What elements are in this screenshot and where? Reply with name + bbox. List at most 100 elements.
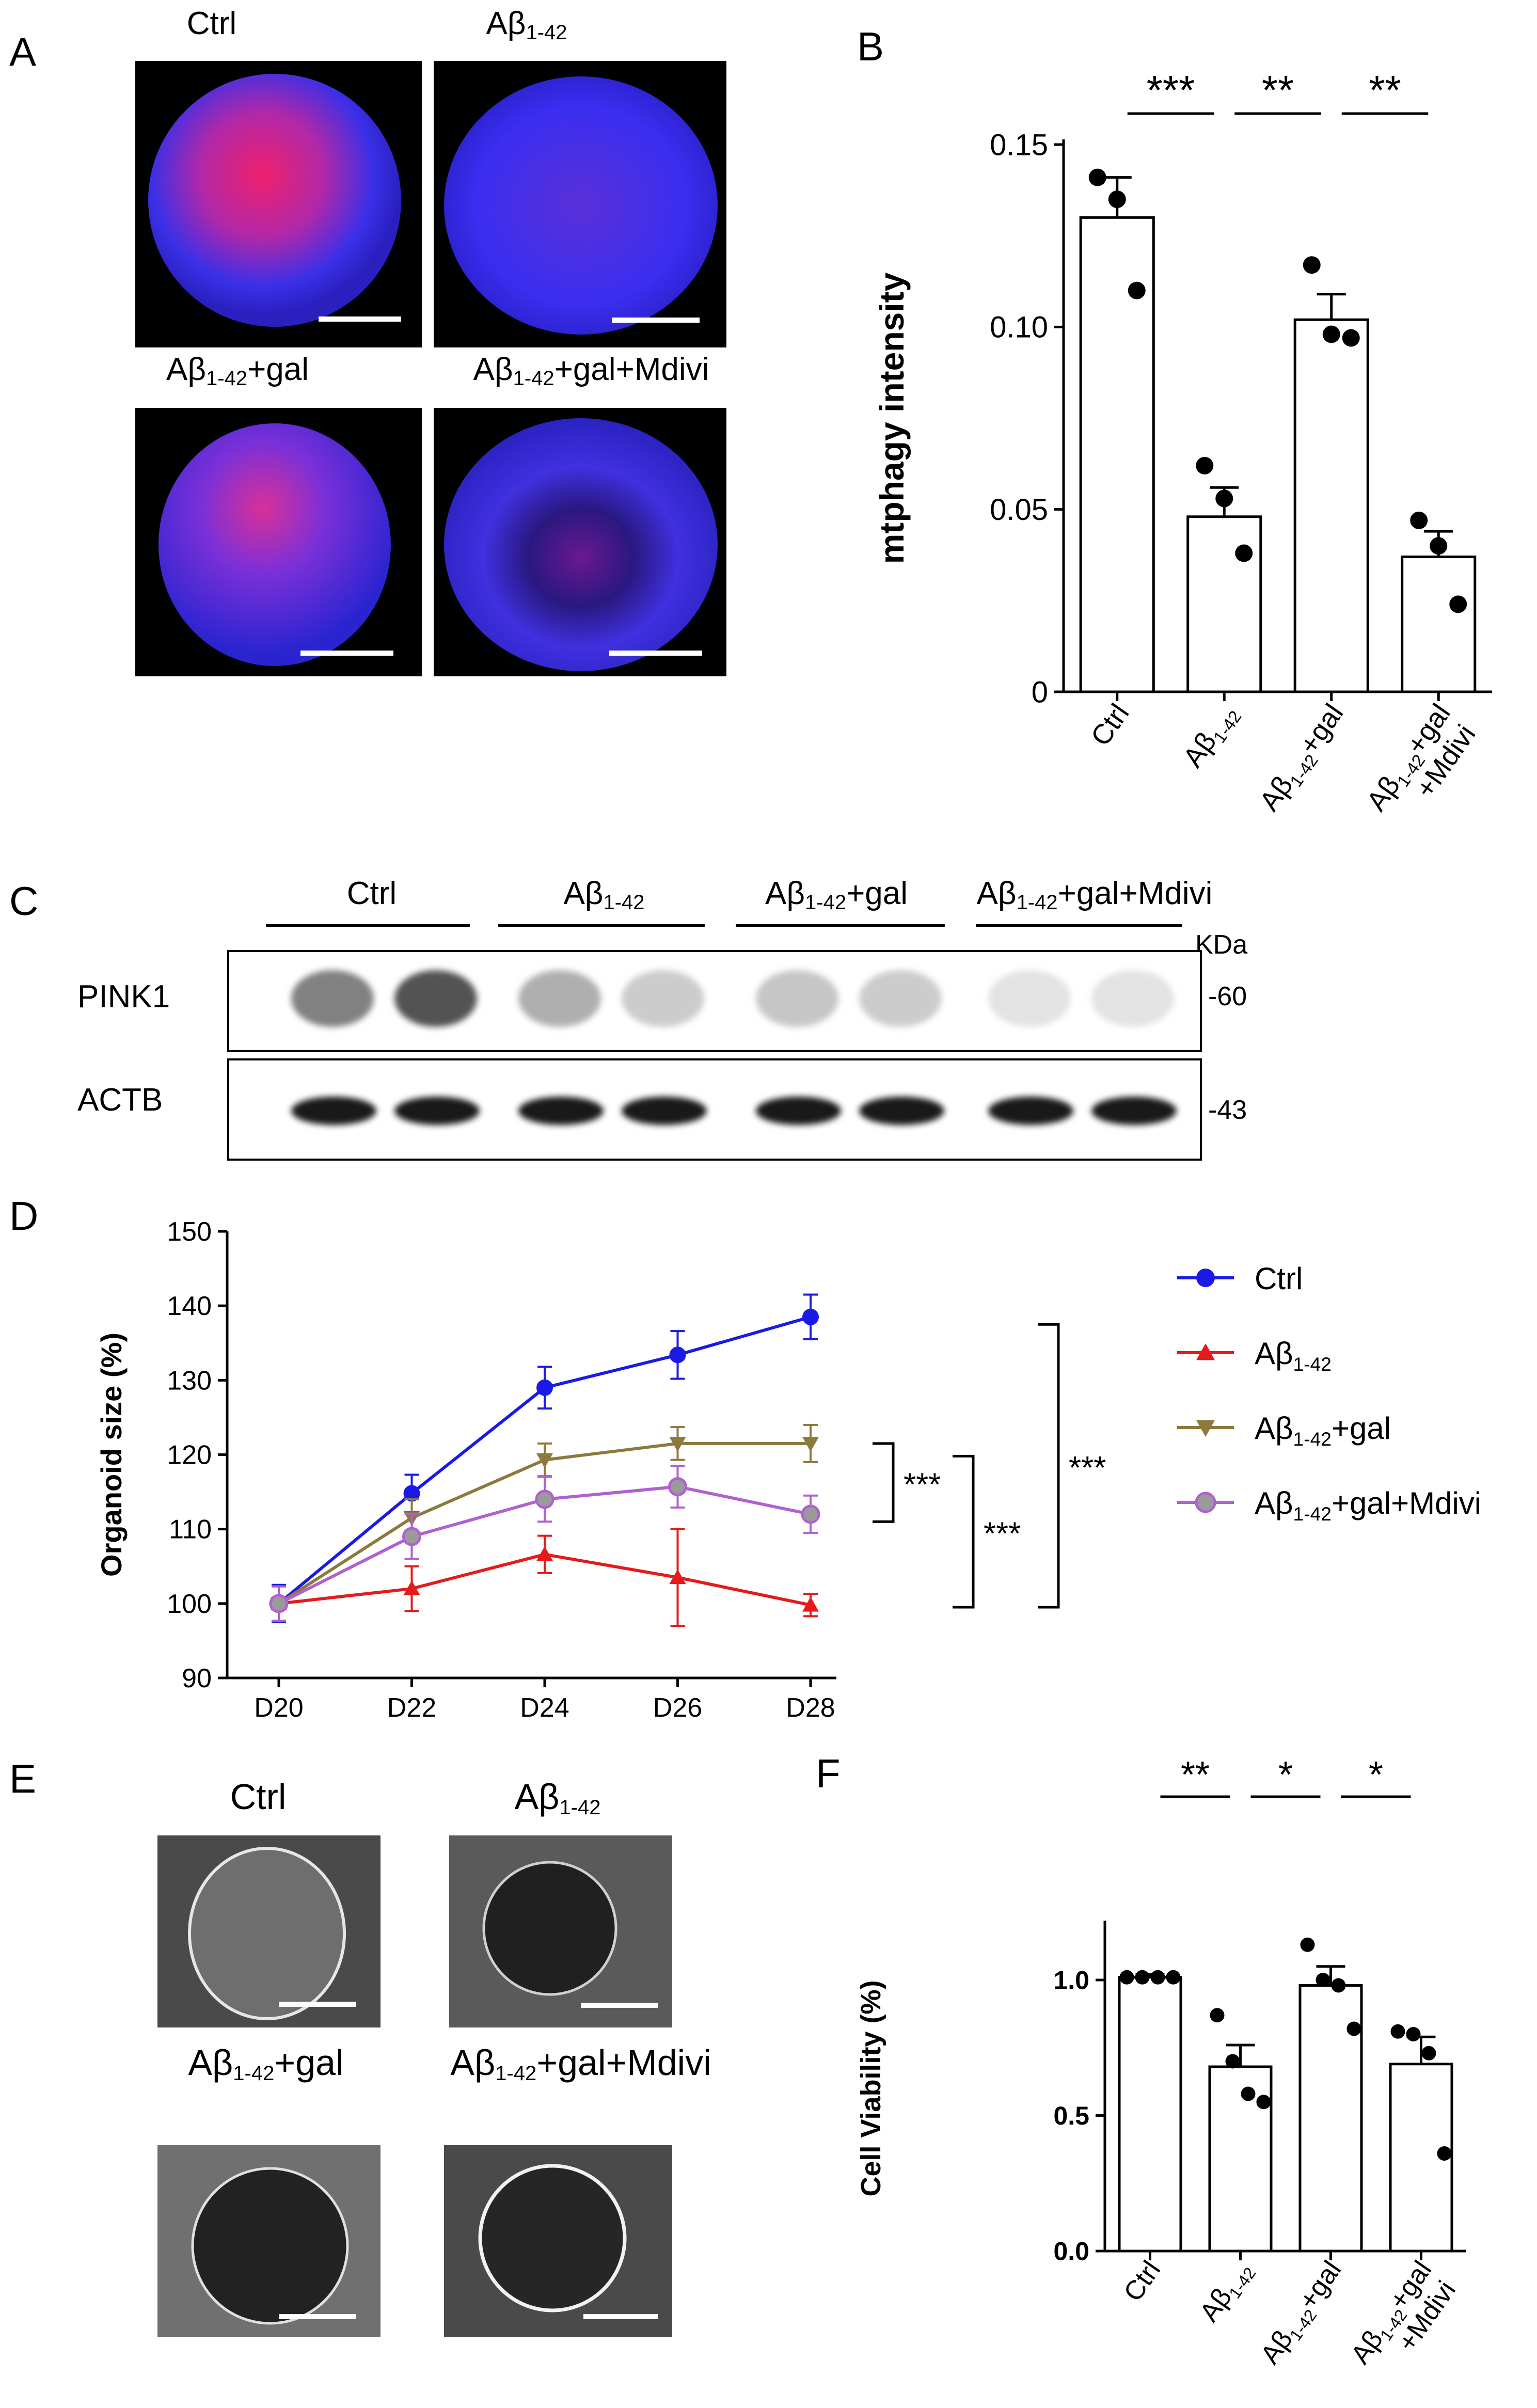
data-point	[1196, 1269, 1215, 1287]
blot-band	[988, 1097, 1073, 1125]
actb-label: ACTB	[77, 1082, 163, 1118]
blot-band	[622, 970, 704, 1027]
panel-letter-d: D	[9, 1193, 39, 1239]
data-point	[536, 1379, 553, 1396]
data-point	[1390, 2024, 1405, 2039]
data-point	[669, 1346, 686, 1364]
data-point	[1241, 2086, 1256, 2101]
panel-a-label-abeta-gal-mdivi: Aβ1-42+gal+Mdivi	[473, 352, 709, 390]
data-point	[802, 1308, 819, 1325]
panel-letter-f: F	[816, 1751, 841, 1796]
significance-label: ***	[984, 1516, 1021, 1552]
data-point	[1430, 537, 1448, 555]
legend-label: Aβ1-42	[1255, 1336, 1332, 1375]
y-tick-label: 0.10	[990, 311, 1048, 344]
data-point	[1410, 511, 1428, 529]
x-tick-label: Aβ1-42	[1194, 2256, 1260, 2330]
data-point	[403, 1580, 420, 1595]
mw-60-label: -60	[1208, 981, 1247, 1011]
x-tick-label: Ctrl	[1085, 698, 1135, 751]
blot-group-line	[736, 924, 945, 927]
blot-band	[988, 970, 1071, 1027]
data-point	[1303, 256, 1321, 274]
y-tick-label: 150	[167, 1217, 212, 1247]
data-point	[1196, 1343, 1215, 1360]
data-point	[1150, 1970, 1165, 1985]
blot-band	[518, 970, 601, 1027]
data-point	[1119, 1970, 1134, 1985]
y-tick-label: 130	[167, 1366, 212, 1396]
significance-label: **	[1262, 67, 1294, 113]
y-axis-label: mtphagy intensity	[873, 272, 911, 564]
significance-bracket	[873, 1442, 895, 1523]
data-point	[1331, 1978, 1346, 1993]
x-tick-label: Aβ1-42	[1177, 698, 1246, 775]
x-tick-label: D28	[786, 1693, 835, 1723]
scale-bar	[279, 2314, 356, 2319]
data-point	[1108, 191, 1126, 208]
data-point	[1215, 489, 1233, 508]
blot-group-label-abeta-gal: Aβ1-42+gal	[765, 876, 908, 914]
significance-label: *	[1278, 1754, 1293, 1796]
data-point	[1128, 281, 1146, 299]
data-point	[1196, 456, 1214, 474]
blot-group-label-ctrl: Ctrl	[346, 876, 397, 911]
bar	[1118, 1976, 1182, 2253]
data-point	[669, 1569, 686, 1585]
blot-band	[1091, 970, 1174, 1027]
data-point	[536, 1453, 553, 1468]
actb-blot	[227, 1058, 1202, 1161]
scale-bar	[319, 316, 401, 322]
scale-bar	[279, 2002, 356, 2007]
significance-label: ***	[1147, 67, 1195, 113]
data-point	[535, 1490, 554, 1509]
y-tick-label: 90	[182, 1664, 212, 1693]
y-tick-label: 110	[169, 1515, 212, 1545]
blot-band	[756, 970, 838, 1027]
blot-band	[291, 970, 374, 1027]
x-tick-label: D20	[254, 1693, 303, 1723]
blot-band	[1091, 1097, 1177, 1125]
blot-group-label-abeta-gal-mdivi: Aβ1-42+gal+Mdivi	[976, 876, 1213, 914]
significance-label: *	[1369, 1754, 1383, 1796]
panel-letter-a: A	[9, 29, 37, 74]
brightfield-ctrl	[157, 1835, 381, 2027]
scale-bar	[581, 2003, 658, 2008]
panel-a-label-abeta: Aβ1-42	[486, 6, 567, 44]
micrograph-ctrl	[135, 61, 422, 347]
data-point	[1322, 325, 1340, 343]
significance-label: **	[1369, 67, 1401, 113]
y-tick-label: 0.0	[1053, 2237, 1089, 2266]
brightfield-abeta-gal-mdivi	[444, 2145, 672, 2337]
panel-e-label-ctrl: Ctrl	[230, 1777, 287, 1817]
blot-group-line	[976, 924, 1182, 927]
data-point	[269, 1594, 289, 1613]
panel-a-label-ctrl: Ctrl	[186, 6, 237, 41]
data-point	[1195, 1492, 1216, 1513]
blot-band	[859, 970, 942, 1027]
data-point	[1316, 1973, 1330, 1987]
data-point	[801, 1504, 820, 1524]
y-tick-label: 1.0	[1053, 1966, 1089, 1995]
data-point	[1421, 2046, 1436, 2061]
data-point	[1300, 1937, 1315, 1952]
panel-letter-e: E	[9, 1756, 37, 1801]
micrograph-abeta-gal	[135, 408, 422, 676]
y-tick-label: 120	[167, 1440, 212, 1470]
data-point	[402, 1527, 421, 1546]
pink1-label: PINK1	[77, 979, 170, 1015]
panel-b-bar-chart: 0 0.05 0.10 0.15 mtphagy intensity Ctrl Aβ1-42…	[873, 67, 1492, 819]
y-axis-label: Organoid size (%)	[95, 1333, 128, 1577]
significance-bracket	[1038, 1323, 1060, 1609]
x-tick-label: Aβ1-42+gal	[1254, 698, 1353, 819]
bar	[1186, 515, 1262, 693]
x-tick-label: D24	[520, 1693, 569, 1723]
data-point	[1088, 168, 1106, 186]
x-tick-label: Ctrl	[1118, 2256, 1166, 2307]
legend-label: Ctrl	[1255, 1261, 1303, 1296]
data-point	[1449, 595, 1467, 613]
micrograph-abeta	[434, 61, 726, 347]
blot-group-line	[498, 924, 705, 927]
y-tick-label: 0	[1032, 675, 1048, 709]
panel-letter-c: C	[9, 878, 39, 924]
